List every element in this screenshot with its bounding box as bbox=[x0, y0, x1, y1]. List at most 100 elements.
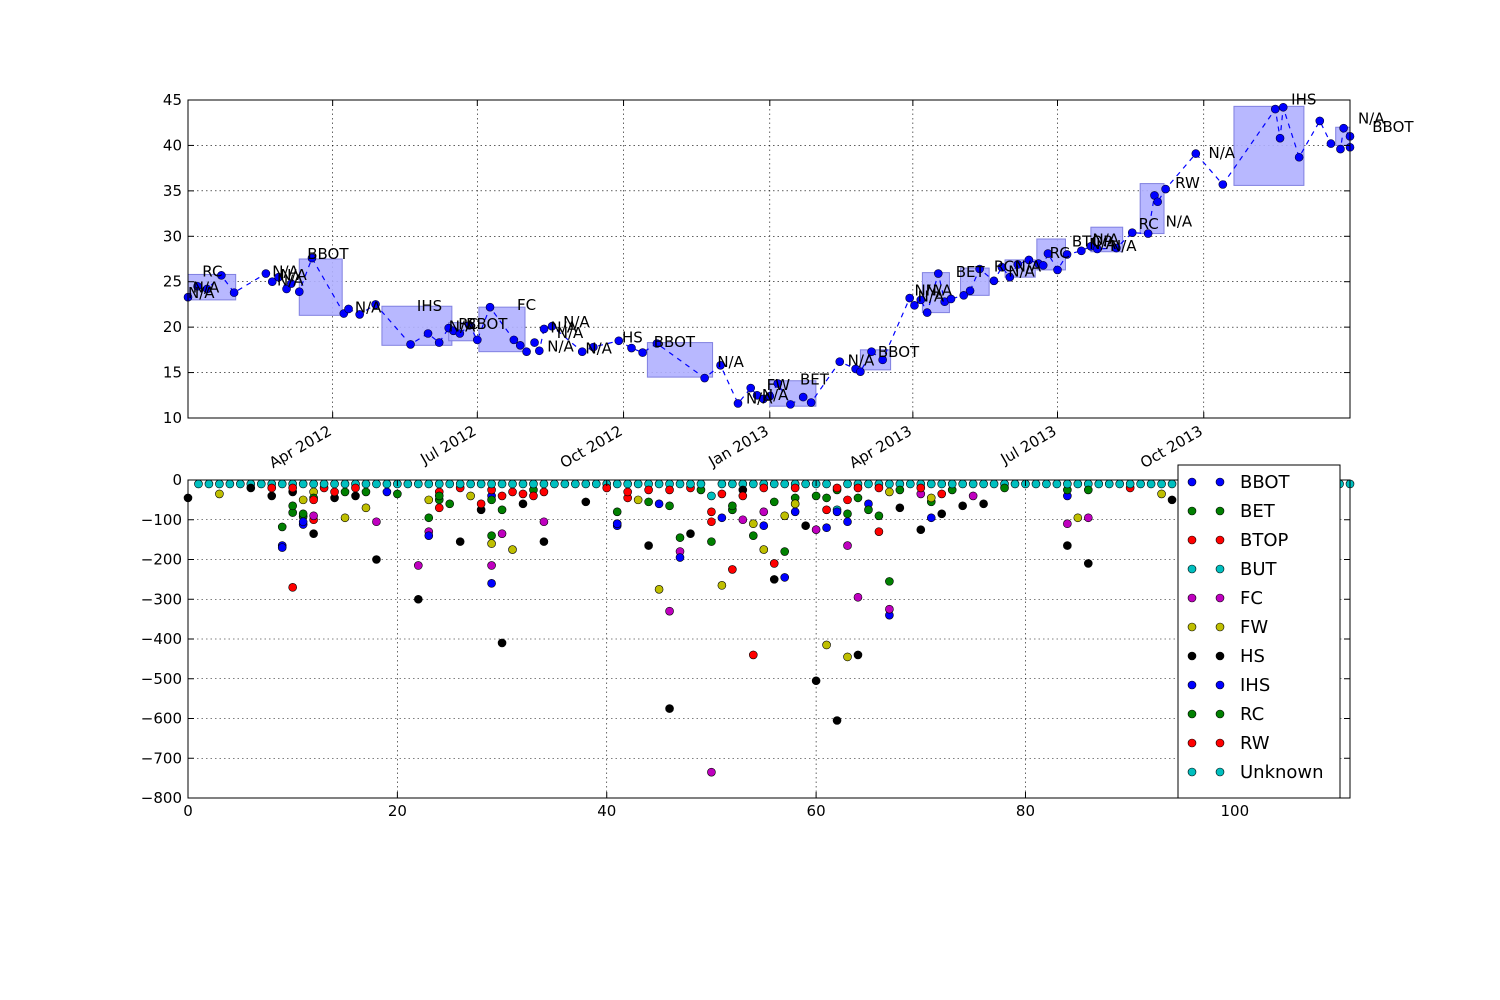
scatter-point-rw bbox=[832, 483, 842, 493]
price-point bbox=[577, 347, 587, 356]
scatter-point-but bbox=[466, 479, 475, 489]
scatter-point-btop bbox=[707, 517, 716, 527]
scatter-point-hs bbox=[539, 537, 549, 546]
price-chart-grid bbox=[188, 100, 1350, 418]
annotation-label: N/A bbox=[585, 339, 612, 357]
price-point bbox=[522, 347, 531, 356]
price-point bbox=[294, 287, 304, 297]
annotation-label: BBOT bbox=[878, 343, 920, 361]
price-point bbox=[765, 391, 775, 401]
scatter-point-hs bbox=[267, 491, 277, 501]
scatter-point-but bbox=[885, 479, 894, 489]
price-point bbox=[1326, 139, 1336, 148]
scatter-point-but bbox=[194, 479, 203, 489]
price-point bbox=[1294, 152, 1304, 162]
scatter-point-hs bbox=[644, 541, 653, 550]
scatter-point-fc bbox=[539, 517, 549, 527]
scatter-point-but bbox=[225, 479, 235, 489]
annotation-label: N/A bbox=[1166, 212, 1193, 230]
scatter-point-fw bbox=[361, 503, 371, 513]
price-point bbox=[547, 321, 557, 331]
scatter-point-hs bbox=[811, 676, 821, 686]
price-point bbox=[627, 343, 636, 353]
price-point bbox=[267, 277, 277, 287]
y-tick-label: −100 bbox=[141, 511, 182, 529]
scatter-point-but bbox=[236, 479, 245, 489]
scatter-point-hs bbox=[665, 704, 674, 713]
annotation-label: N/A bbox=[557, 324, 584, 342]
price-point bbox=[1024, 255, 1034, 265]
scatter-point-ihs bbox=[832, 507, 842, 517]
price-point bbox=[282, 284, 291, 294]
price-point bbox=[700, 373, 709, 383]
scatter-point-hs bbox=[309, 529, 318, 538]
price-point bbox=[916, 295, 926, 305]
scatter-point-rc bbox=[895, 485, 905, 495]
scatter-point-rw bbox=[665, 485, 674, 495]
scatter-point-but bbox=[1063, 479, 1072, 489]
scatter-point-but bbox=[675, 479, 685, 489]
scatter-point-fw bbox=[298, 495, 308, 505]
scatter-point-fw bbox=[654, 585, 664, 594]
scatter-point-btop bbox=[937, 489, 947, 499]
y-tick-label: −800 bbox=[141, 789, 182, 807]
price-point bbox=[867, 347, 876, 356]
legend-label: BET bbox=[1240, 501, 1276, 522]
legend-marker bbox=[1187, 506, 1197, 516]
scatter-point-but bbox=[1010, 479, 1020, 489]
scatter-point-bet bbox=[707, 537, 716, 546]
price-point bbox=[975, 264, 984, 274]
scatter-point-bet bbox=[487, 531, 496, 540]
scatter-point-bet bbox=[445, 499, 455, 509]
scatter-point-fw bbox=[508, 545, 517, 554]
scatter-point-fw bbox=[822, 640, 831, 650]
scatter-point-but bbox=[906, 479, 915, 489]
scatter-point-but bbox=[382, 479, 392, 489]
annotation-label: N/A bbox=[1110, 237, 1137, 255]
scatter-point-hs bbox=[1063, 541, 1072, 550]
price-point bbox=[193, 281, 202, 291]
price-point bbox=[786, 400, 795, 409]
price-point bbox=[1161, 184, 1170, 194]
legend-marker bbox=[1187, 477, 1197, 487]
legend-marker bbox=[1187, 564, 1197, 574]
scatter-point-fw bbox=[1073, 513, 1083, 523]
scatter-point-but bbox=[571, 479, 580, 489]
y-tick-label: 30 bbox=[163, 227, 182, 245]
scatter-point-but bbox=[550, 479, 559, 489]
scatter-point-hs bbox=[979, 499, 988, 509]
price-point bbox=[1077, 246, 1086, 256]
scatter-point-but bbox=[1073, 479, 1083, 489]
annotation-label: N/A bbox=[1008, 262, 1035, 280]
scatter-point-but bbox=[989, 479, 999, 489]
scatter-point-btop bbox=[843, 495, 852, 505]
scatter-point-rc bbox=[864, 505, 873, 515]
scatter-point-rc bbox=[1000, 483, 1009, 493]
scatter-point-but bbox=[822, 479, 831, 489]
price-point bbox=[1336, 144, 1345, 154]
scatter-point-but bbox=[1104, 479, 1114, 489]
price-point bbox=[878, 355, 887, 365]
annotation-label: RC bbox=[1139, 215, 1159, 233]
scatter-point-rw bbox=[853, 483, 863, 493]
price-point bbox=[355, 310, 364, 319]
x-tick-label: 40 bbox=[597, 802, 616, 820]
scatter-point-but bbox=[298, 479, 308, 489]
price-point bbox=[835, 357, 845, 366]
annotation-label: N/A bbox=[1209, 144, 1236, 162]
scatter-point-rc bbox=[288, 501, 297, 511]
price-chart-y-axis: 10 15 20 25 30 35 40 45 bbox=[163, 91, 1350, 427]
legend-marker bbox=[1215, 593, 1225, 603]
scatter-point-but bbox=[696, 479, 706, 489]
scatter-point-but bbox=[623, 479, 632, 489]
legend-marker bbox=[1187, 535, 1197, 545]
price-point bbox=[1062, 250, 1072, 259]
scatter-point-but bbox=[581, 479, 591, 489]
legend-label: BTOP bbox=[1240, 530, 1289, 551]
scatter-point-but bbox=[968, 479, 978, 489]
scatter-point-but bbox=[403, 479, 413, 489]
scatter-point-ihs bbox=[675, 553, 685, 562]
scatter-point-rw bbox=[916, 483, 926, 493]
scatter-point-but bbox=[414, 479, 423, 489]
